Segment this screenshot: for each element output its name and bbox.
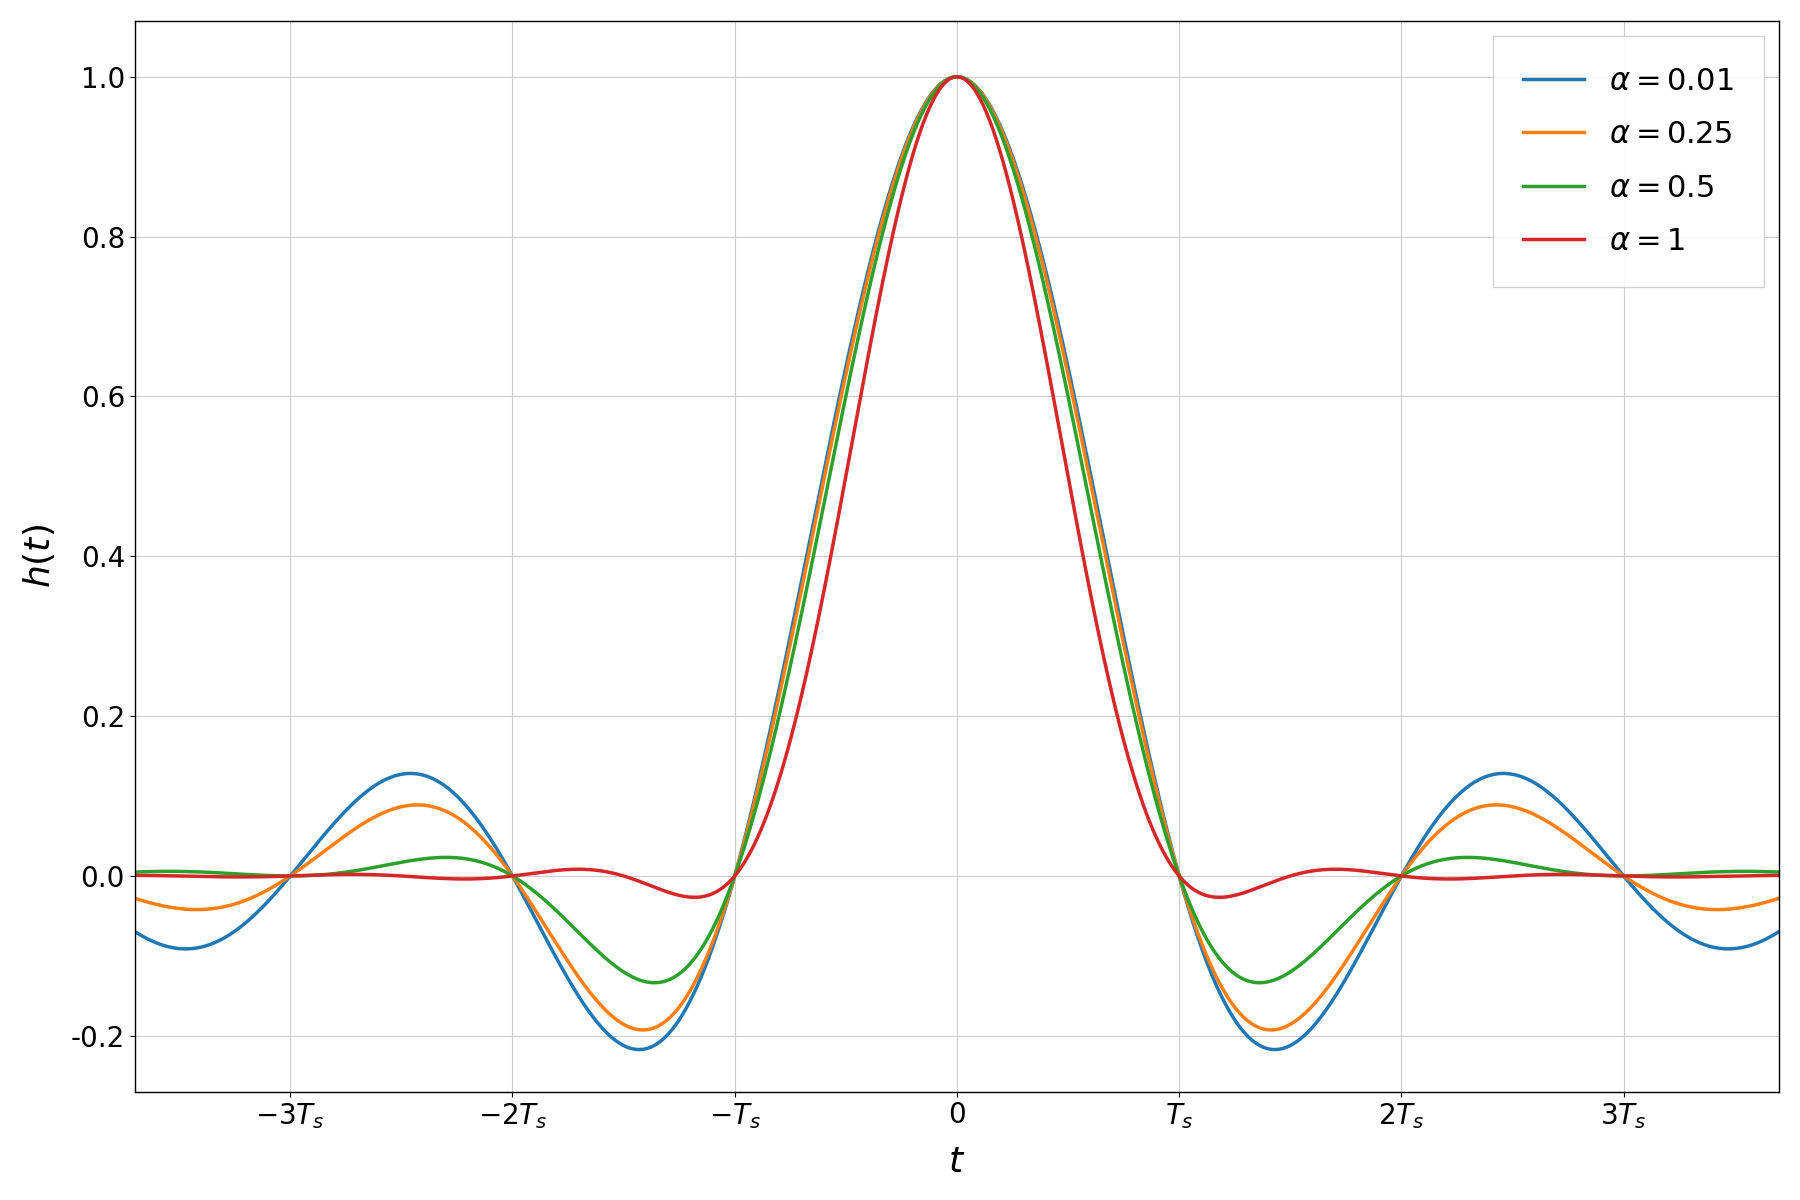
$\alpha = 0.5$ <box>380 857 401 871</box>
$\alpha = 0.01$ <box>1384 880 1406 894</box>
$\alpha = 1$ <box>1519 868 1541 882</box>
$\alpha = 0.5$ <box>947 70 968 84</box>
$\alpha = 0.01$ <box>58 869 79 883</box>
$\alpha = 0.25$ <box>632 1022 653 1037</box>
$\alpha = 0.5$ <box>736 829 758 844</box>
Line: $\alpha = 1$: $\alpha = 1$ <box>68 77 1800 898</box>
Line: $\alpha = 0.5$: $\alpha = 0.5$ <box>68 77 1800 983</box>
$\alpha = 0.01$ <box>380 770 401 785</box>
$\alpha = 0.5$ <box>1384 872 1406 887</box>
$\alpha = 1$ <box>58 869 79 883</box>
$\alpha = 0.5$ <box>1519 858 1541 872</box>
$\alpha = 1$ <box>736 850 758 864</box>
$\alpha = 1$ <box>1384 868 1406 882</box>
$\alpha = 0.25$ <box>1384 877 1406 892</box>
Line: $\alpha = 0.01$: $\alpha = 0.01$ <box>68 77 1800 1050</box>
$\alpha = 1$ <box>380 868 401 882</box>
$\alpha = 0.5$ <box>644 976 666 990</box>
$\alpha = 0.5$ <box>1125 709 1147 724</box>
Y-axis label: $h(t)$: $h(t)$ <box>22 524 58 588</box>
$\alpha = 0.01$ <box>736 820 758 834</box>
$\alpha = 1$ <box>684 890 706 905</box>
$\alpha = 0.01$ <box>1519 773 1541 787</box>
$\alpha = 1$ <box>1213 890 1235 905</box>
Legend: $\alpha = 0.01$, $\alpha = 0.25$, $\alpha = 0.5$, $\alpha = 1$: $\alpha = 0.01$, $\alpha = 0.25$, $\alph… <box>1492 36 1764 287</box>
X-axis label: $t$: $t$ <box>949 1145 965 1180</box>
$\alpha = 0.5$ <box>58 869 79 883</box>
$\alpha = 1$ <box>947 70 968 84</box>
$\alpha = 0.25$ <box>736 822 758 836</box>
$\alpha = 0.25$ <box>1519 805 1541 820</box>
$\alpha = 0.01$ <box>628 1043 650 1057</box>
$\alpha = 1$ <box>1125 773 1147 787</box>
$\alpha = 0.25$ <box>947 70 968 84</box>
$\alpha = 0.25$ <box>1125 690 1147 704</box>
$\alpha = 0.01$ <box>1213 996 1235 1010</box>
Line: $\alpha = 0.25$: $\alpha = 0.25$ <box>68 77 1800 1030</box>
$\alpha = 0.5$ <box>1213 958 1235 972</box>
$\alpha = 0.01$ <box>947 70 968 84</box>
$\alpha = 0.25$ <box>1213 985 1235 1000</box>
$\alpha = 0.01$ <box>1125 683 1147 697</box>
$\alpha = 0.25$ <box>58 869 79 883</box>
$\alpha = 0.25$ <box>380 803 401 817</box>
